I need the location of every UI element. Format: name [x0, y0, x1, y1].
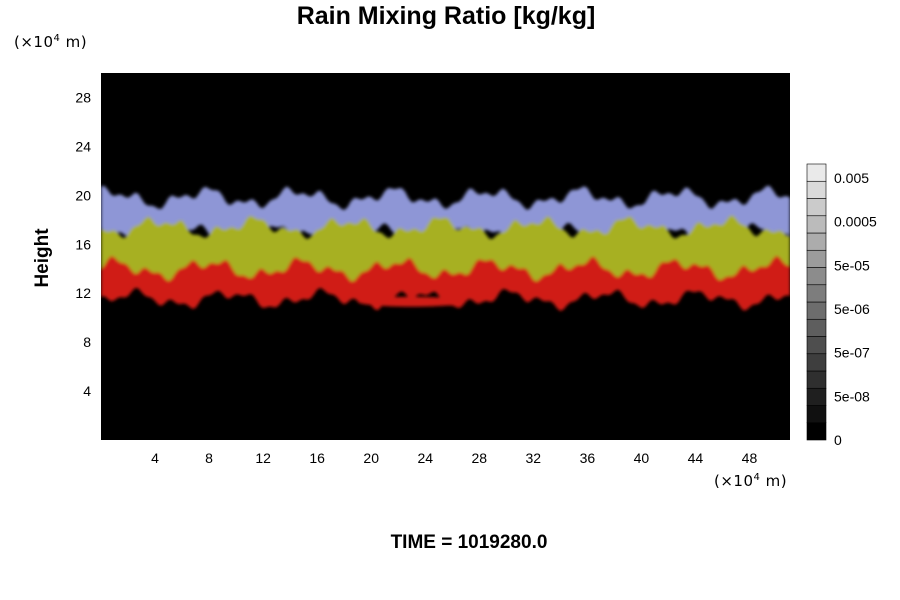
x-tick-label: 12 [255, 450, 271, 466]
chart-title: Rain Mixing Ratio [kg/kg] [296, 2, 596, 30]
x-tick-label: 24 [417, 450, 433, 466]
colorbar-segment [806, 198, 827, 217]
colorbar-segment [806, 318, 827, 337]
colorbar-segment [806, 301, 827, 320]
colorbar-segment [806, 163, 827, 182]
x-axis-ticks: 4 8 12 16 20 24 28 32 36 40 44 48 [151, 436, 757, 466]
x-tick-label: 40 [634, 450, 650, 466]
x-tick-label: 44 [688, 450, 704, 466]
colorbar-segment [806, 180, 827, 199]
y-tick-label: 8 [83, 334, 91, 350]
y-tick-label: 20 [75, 187, 91, 203]
colorbar-segment [806, 353, 827, 372]
colorbar-segment [806, 267, 827, 286]
y-tick-label: 16 [75, 236, 91, 252]
colorbar: 0.005 0.0005 5e-05 5e-06 5e-07 5e-08 0 [806, 163, 877, 448]
x-tick-label: 32 [526, 450, 542, 466]
colorbar-segment [806, 284, 827, 303]
layer-band-1 [101, 215, 790, 287]
x-tick-label: 48 [742, 450, 758, 466]
colorbar-segment [806, 370, 827, 389]
colorbar-label: 5e-05 [834, 257, 870, 273]
y-tick-label: 24 [75, 138, 91, 154]
y-tick-label: 4 [83, 383, 91, 399]
x-axis-unit: (×104 m) [714, 472, 787, 490]
colorbar-segment [806, 232, 827, 251]
colorbar-label: 0 [834, 432, 842, 448]
colorbar-segment [806, 336, 827, 355]
y-axis-ticks: 4 8 12 16 20 24 28 [75, 89, 91, 399]
colorbar-segment [806, 422, 827, 441]
rain-patch-0 [357, 296, 466, 307]
x-tick-label: 4 [151, 450, 159, 466]
x-tick-label: 20 [363, 450, 379, 466]
colorbar-segment [806, 249, 827, 268]
colorbar-label: 5e-06 [834, 301, 870, 317]
y-unit-exponent: 4 [53, 33, 61, 44]
x-tick-label: 28 [471, 450, 487, 466]
colorbar-segment [806, 215, 827, 234]
x-tick-label: 36 [580, 450, 596, 466]
y-tick-label: 28 [75, 89, 91, 105]
x-unit-exponent: 4 [753, 472, 761, 483]
colorbar-label: 5e-07 [834, 345, 870, 361]
data-layers [101, 185, 790, 312]
x-unit-base: (×10 [714, 472, 754, 490]
layer-band-2 [101, 255, 790, 312]
x-tick-label: 16 [309, 450, 325, 466]
x-tick-label: 8 [205, 450, 213, 466]
colorbar-label: 5e-08 [834, 388, 870, 404]
colorbar-label: 0.0005 [834, 214, 877, 230]
colorbar-segment [806, 405, 827, 424]
y-unit-tail: m) [60, 33, 88, 51]
y-tick-label: 12 [75, 285, 91, 301]
y-unit-base: (×10 [14, 33, 54, 51]
colorbar-label: 0.005 [834, 170, 869, 186]
colorbar-segment [806, 387, 827, 406]
x-unit-tail: m) [760, 472, 788, 490]
time-label: TIME = 1019280.0 [390, 532, 548, 553]
y-axis-unit: (×104 m) [14, 33, 87, 51]
